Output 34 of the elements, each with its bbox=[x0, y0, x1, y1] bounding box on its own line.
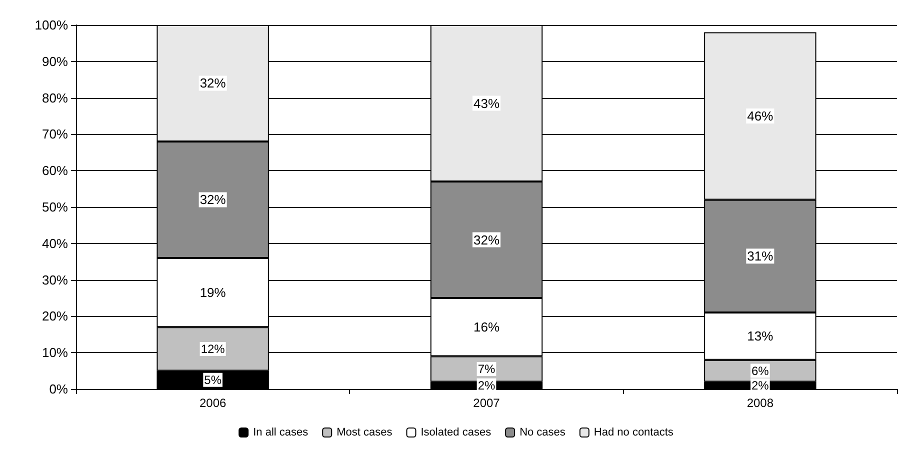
legend-label: Isolated cases bbox=[420, 426, 492, 438]
data-label: 13% bbox=[747, 328, 774, 344]
y-tick-label: 20% bbox=[42, 308, 68, 324]
y-tick-label: 30% bbox=[42, 272, 68, 288]
x-tick-label: 2008 bbox=[746, 396, 774, 410]
data-label: 2% bbox=[751, 378, 770, 392]
data-label: 32% bbox=[200, 76, 226, 91]
legend-label: Had no contacts bbox=[594, 426, 674, 438]
y-tick-label: 90% bbox=[42, 54, 68, 69]
data-label: 19% bbox=[200, 285, 226, 300]
y-tick-label: 50% bbox=[42, 200, 68, 214]
data-label: 2% bbox=[478, 378, 496, 392]
y-tick-label: 10% bbox=[42, 345, 68, 360]
legend-label: No cases bbox=[520, 426, 566, 438]
y-tick-label: 40% bbox=[42, 236, 68, 251]
data-label: 7% bbox=[478, 362, 496, 376]
data-label: 16% bbox=[473, 320, 500, 335]
y-tick-label: 60% bbox=[42, 163, 68, 178]
x-tick-label: 2006 bbox=[199, 396, 227, 410]
data-label: 6% bbox=[751, 364, 770, 378]
legend-label: In all cases bbox=[253, 426, 309, 438]
x-tick-label: 2007 bbox=[473, 396, 500, 410]
data-label: 46% bbox=[747, 108, 774, 124]
y-tick-label: 70% bbox=[42, 126, 68, 142]
data-label: 32% bbox=[473, 232, 500, 248]
legend-label: Most cases bbox=[336, 426, 393, 438]
y-tick-label: 100% bbox=[34, 18, 68, 32]
data-label: 5% bbox=[204, 372, 222, 387]
data-label: 12% bbox=[200, 342, 226, 356]
data-label: 43% bbox=[473, 96, 500, 111]
data-label: 32% bbox=[200, 192, 226, 208]
y-tick-label: 0% bbox=[49, 382, 68, 396]
data-label: 31% bbox=[747, 248, 774, 264]
y-tick-label: 80% bbox=[42, 90, 68, 106]
